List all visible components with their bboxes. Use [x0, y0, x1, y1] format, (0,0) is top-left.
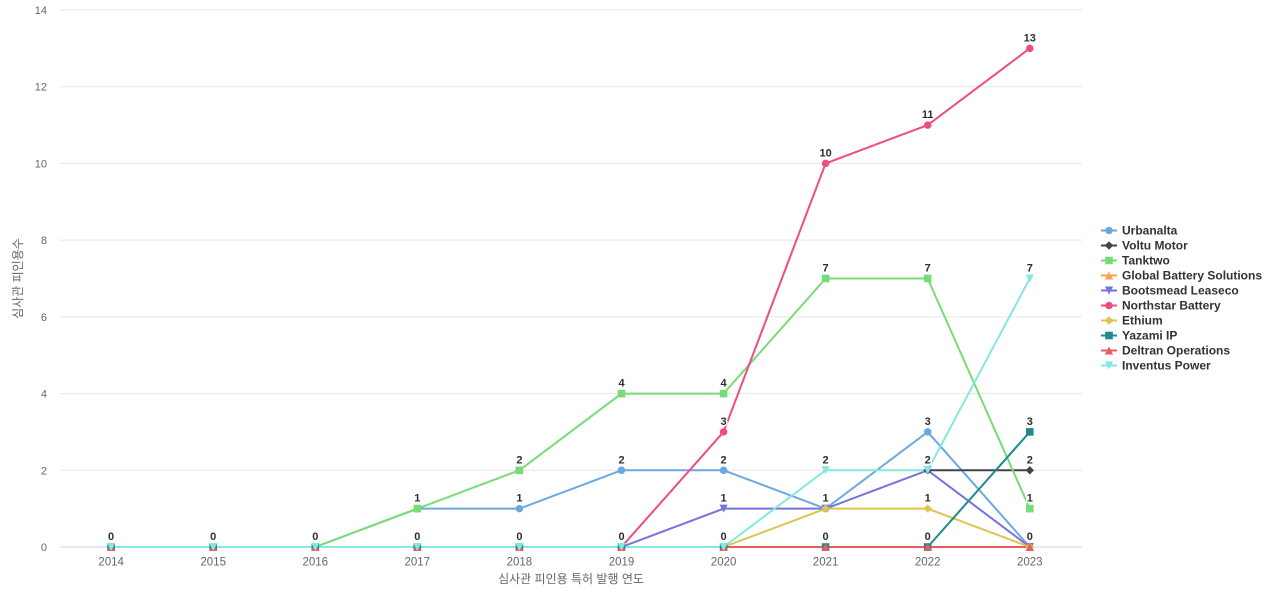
svg-text:1: 1	[721, 493, 727, 505]
svg-text:2022: 2022	[915, 556, 941, 568]
svg-text:Deltran Operations: Deltran Operations	[1122, 344, 1230, 358]
svg-text:0: 0	[823, 531, 829, 543]
svg-text:1: 1	[414, 493, 420, 505]
svg-text:2: 2	[41, 465, 47, 477]
svg-text:3: 3	[1027, 416, 1033, 428]
svg-text:3: 3	[721, 416, 727, 428]
svg-text:Inventus Power: Inventus Power	[1122, 359, 1211, 373]
svg-text:Yazami IP: Yazami IP	[1122, 329, 1177, 343]
svg-text:0: 0	[618, 531, 624, 543]
svg-text:심사관 피인용 특허 발행 연도: 심사관 피인용 특허 발행 연도	[498, 571, 644, 586]
svg-text:2021: 2021	[813, 556, 839, 568]
svg-text:11: 11	[922, 109, 934, 121]
svg-text:2023: 2023	[1017, 556, 1043, 568]
svg-text:8: 8	[41, 235, 47, 247]
svg-text:10: 10	[35, 158, 47, 170]
svg-text:0: 0	[312, 531, 318, 543]
svg-text:1: 1	[516, 493, 522, 505]
svg-text:0: 0	[721, 531, 727, 543]
svg-text:Urbanalta: Urbanalta	[1122, 224, 1178, 238]
svg-text:2020: 2020	[711, 556, 737, 568]
svg-text:13: 13	[1024, 32, 1036, 44]
svg-text:1: 1	[1027, 493, 1033, 505]
svg-text:0: 0	[210, 531, 216, 543]
svg-text:4: 4	[618, 378, 625, 390]
svg-text:7: 7	[925, 263, 931, 275]
svg-text:2017: 2017	[405, 556, 431, 568]
svg-text:1: 1	[823, 493, 829, 505]
svg-text:2: 2	[516, 454, 522, 466]
svg-text:7: 7	[1027, 263, 1033, 275]
svg-text:Northstar Battery: Northstar Battery	[1122, 299, 1221, 313]
svg-text:2016: 2016	[303, 556, 329, 568]
svg-text:6: 6	[41, 312, 47, 324]
svg-text:Voltu Motor: Voltu Motor	[1122, 239, 1188, 253]
svg-text:0: 0	[1027, 531, 1033, 543]
svg-text:0: 0	[108, 531, 114, 543]
svg-text:2: 2	[823, 454, 829, 466]
svg-text:2: 2	[618, 454, 624, 466]
svg-text:0: 0	[414, 531, 420, 543]
svg-text:Ethium: Ethium	[1122, 314, 1163, 328]
svg-text:2014: 2014	[98, 556, 124, 568]
svg-text:2018: 2018	[507, 556, 533, 568]
svg-text:2: 2	[1027, 454, 1033, 466]
svg-text:심사관 피인용수: 심사관 피인용수	[11, 238, 25, 319]
svg-text:Bootsmead Leaseco: Bootsmead Leaseco	[1122, 284, 1239, 298]
svg-text:10: 10	[819, 147, 831, 159]
svg-text:Tanktwo: Tanktwo	[1122, 254, 1170, 268]
svg-text:3: 3	[925, 416, 931, 428]
svg-text:4: 4	[41, 389, 47, 401]
svg-text:4: 4	[721, 378, 728, 390]
svg-text:12: 12	[35, 82, 47, 94]
svg-text:0: 0	[925, 531, 931, 543]
svg-text:2019: 2019	[609, 556, 635, 568]
svg-text:0: 0	[516, 531, 522, 543]
svg-text:2015: 2015	[200, 556, 226, 568]
svg-text:0: 0	[41, 542, 47, 554]
svg-text:Global Battery Solutions: Global Battery Solutions	[1122, 269, 1262, 283]
svg-text:14: 14	[35, 5, 47, 17]
svg-text:1: 1	[925, 493, 931, 505]
svg-text:2: 2	[721, 454, 727, 466]
svg-text:2: 2	[925, 454, 931, 466]
svg-text:7: 7	[823, 263, 829, 275]
